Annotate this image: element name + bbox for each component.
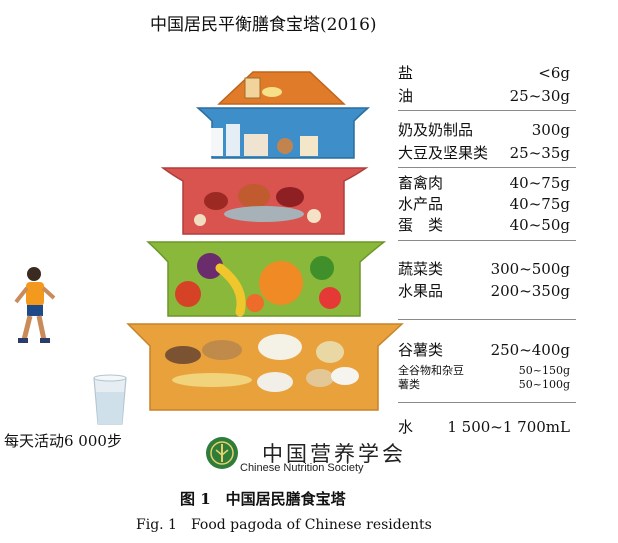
tier-dairy-soy [196, 107, 370, 159]
water-amount: 1 500~1 700mL [447, 418, 570, 436]
meat-row: 畜禽肉 40~75g [398, 172, 570, 194]
oil-label: 油 [398, 87, 414, 105]
salt-row: 盐 <6g [398, 62, 570, 84]
oil-amount: 25~30g [509, 87, 570, 105]
grain-amount: 250~400g [490, 341, 570, 359]
tuber-label: 薯类 [398, 378, 420, 391]
egg-amount: 40~50g [509, 216, 570, 234]
fruit-amount: 200~350g [490, 282, 570, 300]
dairy-label: 奶及奶制品 [398, 121, 474, 139]
activity-label: 每天活动6 000步 [4, 432, 122, 450]
water-row: 水 1 500~1 700mL [398, 416, 570, 438]
oil-row: 油 25~30g [398, 85, 570, 107]
water-glass [93, 374, 127, 425]
wholegrain-amount: 50~150g [518, 364, 570, 377]
aquatic-row: 水产品 40~75g [398, 193, 570, 215]
aquatic-amount: 40~75g [509, 195, 570, 213]
figure-caption-english: Fig. 1 Food pagoda of Chinese residents [136, 517, 432, 533]
cns-logo-icon [206, 437, 238, 469]
wholegrain-row: 全谷物和杂豆 50~150g [398, 364, 570, 378]
tier-salt-oil [217, 71, 346, 105]
tuber-row: 薯类 50~100g [398, 378, 570, 392]
divider [398, 167, 576, 168]
logo-chinese-text: 中国营养学会 [262, 442, 406, 466]
soy-nut-label: 大豆及坚果类 [398, 144, 489, 162]
fruit-row: 水果品 200~350g [398, 280, 570, 302]
vegetable-row: 蔬菜类 300~500g [398, 258, 570, 280]
divider [398, 110, 576, 111]
tier-grains-tubers [126, 323, 404, 411]
grain-label: 谷薯类 [398, 341, 444, 359]
grain-row: 谷薯类 250~400g [398, 339, 570, 361]
meat-label: 畜禽肉 [398, 174, 444, 192]
salt-amount: <6g [538, 64, 570, 82]
diagram-title: 中国居民平衡膳食宝塔(2016) [150, 15, 377, 35]
divider [398, 240, 576, 241]
egg-label: 蛋 类 [398, 216, 444, 234]
fruit-label: 水果品 [398, 282, 444, 300]
dairy-amount: 300g [531, 121, 570, 139]
dairy-row: 奶及奶制品 300g [398, 119, 570, 141]
divider [398, 319, 576, 320]
soy-nut-row: 大豆及坚果类 25~35g [398, 142, 570, 164]
tuber-amount: 50~100g [518, 378, 570, 391]
water-label: 水 [398, 418, 414, 436]
wholegrain-label: 全谷物和杂豆 [398, 364, 464, 377]
divider [398, 402, 576, 403]
aquatic-label: 水产品 [398, 195, 444, 213]
meat-amount: 40~75g [509, 174, 570, 192]
soy-nut-amount: 25~35g [509, 144, 570, 162]
runner-figure [14, 267, 56, 343]
egg-row: 蛋 类 40~50g [398, 214, 570, 236]
vegetable-amount: 300~500g [490, 260, 570, 278]
figure-caption-chinese: 图 1 中国居民膳食宝塔 [180, 490, 346, 508]
tier-vegetables-fruits [146, 241, 387, 317]
logo-english-text: Chinese Nutrition Society [240, 462, 364, 474]
vegetable-label: 蔬菜类 [398, 260, 444, 278]
salt-label: 盐 [398, 64, 414, 82]
tier-meat-fish-egg [160, 167, 369, 235]
